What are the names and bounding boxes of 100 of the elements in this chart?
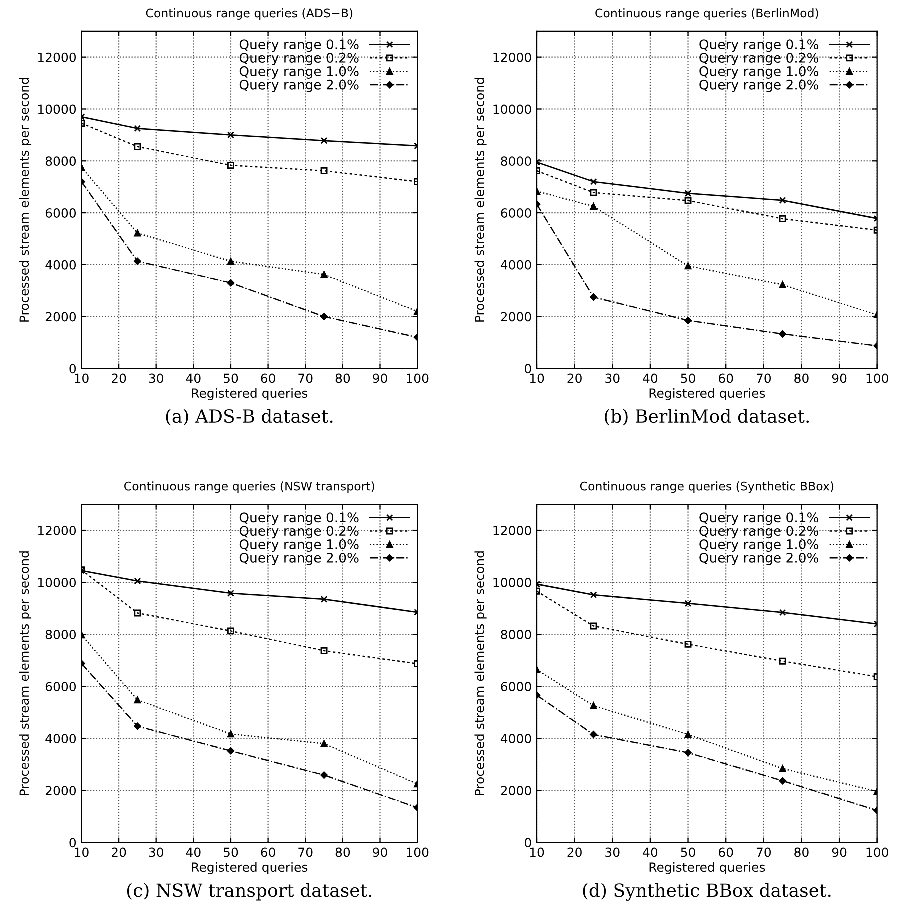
y-tick-label: 4000 [500,734,532,744]
x-tick-label: 100 [407,374,429,384]
y-tick-label: 4000 [46,260,76,270]
x-tick-label: 90 [373,374,388,384]
x-tick-label: 80 [336,848,350,858]
y-tick-label: 12000 [38,52,76,62]
x-tick-label: 90 [832,374,847,384]
y-axis-title: Processed stream elements per second [19,552,32,796]
y-tick-label: 8000 [501,156,532,166]
y-axis-title: Processed stream elements per second [474,78,487,322]
x-tick-label: 60 [719,374,734,384]
text: (d) Synthetic BBox dataset. [583,883,831,901]
y-tick-label: 0 [525,838,532,848]
x-tick-label: 10 [75,848,89,858]
chart-title: Continuous range queries (NSW transport) [124,482,374,494]
y-tick-label: 8000 [501,630,532,640]
y-tick-label: 6000 [46,208,76,218]
y-tick-label: 10000 [38,104,76,114]
x-tick-label: 50 [224,848,238,858]
legend-label: Query range 0.2% [700,52,819,66]
x-tick-label: 60 [719,848,734,858]
x-axis-title: Registered queries [192,388,308,401]
x-tick-label: 40 [643,374,658,384]
y-tick-label: 8000 [46,156,76,166]
x-tick-label: 80 [794,848,809,858]
x-tick-label: 100 [866,848,888,858]
legend-label: Query range 1.0% [240,540,359,552]
y-tick-label: 10000 [494,104,532,114]
y-tick-label: 0 [70,364,76,374]
legend-label: Query range 2.0% [700,80,819,92]
y-tick-label: 2000 [501,786,532,796]
x-tick-label: 40 [186,374,201,384]
legend-label: Query range 2.0% [700,552,819,566]
legend-label: Query range 0.2% [240,52,359,66]
x-tick-label: 90 [832,848,847,858]
x-tick-label: 70 [756,374,772,384]
x-tick-label: 20 [112,848,126,858]
x-tick-label: 70 [298,374,313,384]
x-tick-label: 30 [606,374,620,384]
y-tick-label: 4000 [500,260,532,270]
y-tick-label: 2000 [46,312,76,322]
x-tick-label: 90 [373,848,388,858]
x-axis-title: Registered queries [650,862,766,875]
legend-label: Query range 1.0% [240,66,359,79]
x-tick-label: 70 [756,848,772,858]
y-tick-label: 12000 [494,526,532,536]
x-tick-label: 60 [261,848,276,858]
y-tick-label: 12000 [494,52,532,62]
x-axis-title: Registered queries [192,862,308,875]
y-axis-title: Processed stream elements per second [474,552,487,796]
x-tick-label: 70 [298,848,313,858]
x-tick-label: 10 [75,374,89,384]
y-tick-label: 0 [525,364,532,374]
x-tick-label: 50 [681,848,696,858]
y-tick-label: 2000 [46,786,76,796]
y-tick-label: 6000 [501,682,532,692]
y-tick-label: 2000 [501,312,532,322]
x-tick-label: 20 [568,374,582,384]
legend-label: Query range 2.0% [240,80,359,92]
legend-label: Query range 0.2% [240,526,359,539]
y-tick-label: 10000 [494,578,532,588]
y-tick-label: 8000 [46,630,76,640]
chart-title: Continuous range queries (Synthetic BBox) [580,482,834,494]
legend-label: Query range 0.1% [700,40,819,52]
chart-title: Continuous range queries (BerlinMod) [596,8,818,20]
legend-label: Query range 0.1% [240,512,359,526]
legend-label: Query range 0.2% [700,526,819,539]
x-tick-label: 20 [568,848,582,858]
x-tick-label: 100 [407,848,429,858]
y-tick-label: 12000 [38,526,76,536]
x-tick-label: 10 [530,848,544,858]
y-tick-label: 4000 [46,734,76,744]
legend-label: Query range 0.1% [700,512,819,526]
text: (a) ADS-B dataset. [166,409,333,426]
y-tick-label: 0 [70,838,76,848]
text: (c) NSW transport dataset. [127,883,372,901]
text: (b) BerlinMod dataset. [605,409,810,426]
x-tick-label: 30 [149,848,164,858]
x-tick-label: 30 [149,374,164,384]
x-tick-label: 50 [224,374,238,384]
legend-label: Query range 2.0% [240,552,359,566]
x-tick-label: 80 [794,374,809,384]
x-tick-label: 60 [261,374,276,384]
x-tick-label: 100 [866,374,888,384]
y-tick-label: 6000 [46,682,76,692]
x-tick-label: 80 [336,374,350,384]
legend-label: Query range 1.0% [700,66,819,79]
x-tick-label: 50 [681,374,696,384]
y-tick-label: 10000 [38,578,76,588]
x-tick-label: 20 [112,374,126,384]
x-tick-label: 40 [643,848,658,858]
y-axis-title: Processed stream elements per second [19,78,32,322]
x-axis-title: Registered queries [650,388,766,401]
legend-label: Query range 0.1% [240,40,359,52]
chart-title: Continuous range queries (ADS−B) [146,8,353,20]
x-tick-label: 10 [530,374,544,384]
x-tick-label: 30 [606,848,620,858]
legend-label: Query range 1.0% [700,540,819,552]
y-tick-label: 6000 [501,208,532,218]
x-tick-label: 40 [186,848,201,858]
